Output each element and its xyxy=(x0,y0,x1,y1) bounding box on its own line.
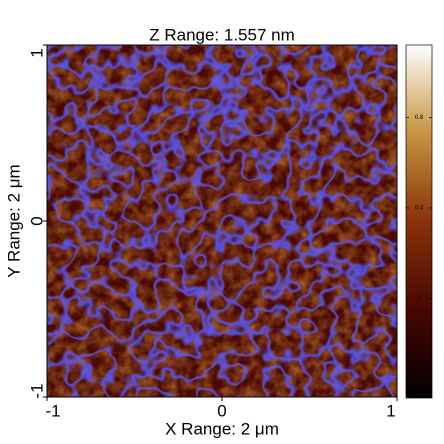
chart-title: Z Range: 1.557 nm xyxy=(149,25,295,44)
x-tick-label: 0 xyxy=(217,401,226,420)
x-tick-label: -1 xyxy=(45,401,60,420)
y-tick-label: -1 xyxy=(27,383,46,398)
x-axis-label: X Range: 2 μm xyxy=(165,419,279,438)
y-tick-label: 1 xyxy=(27,48,46,57)
colorbar-tick-label: -0.4 xyxy=(414,387,425,393)
colorbar xyxy=(405,44,433,399)
image xyxy=(46,44,398,398)
y-axis-label: Y Range: 2 μm xyxy=(4,164,23,277)
y-tick-label: 0 xyxy=(27,216,46,225)
colorbar-tick-label: 0.4 xyxy=(415,206,424,212)
overlay-network xyxy=(47,45,397,397)
colorbar-tick-label: 0.8 xyxy=(415,115,424,121)
colorbar-tick-label: 0 xyxy=(417,296,421,302)
x-tick-label: 1 xyxy=(386,401,395,420)
